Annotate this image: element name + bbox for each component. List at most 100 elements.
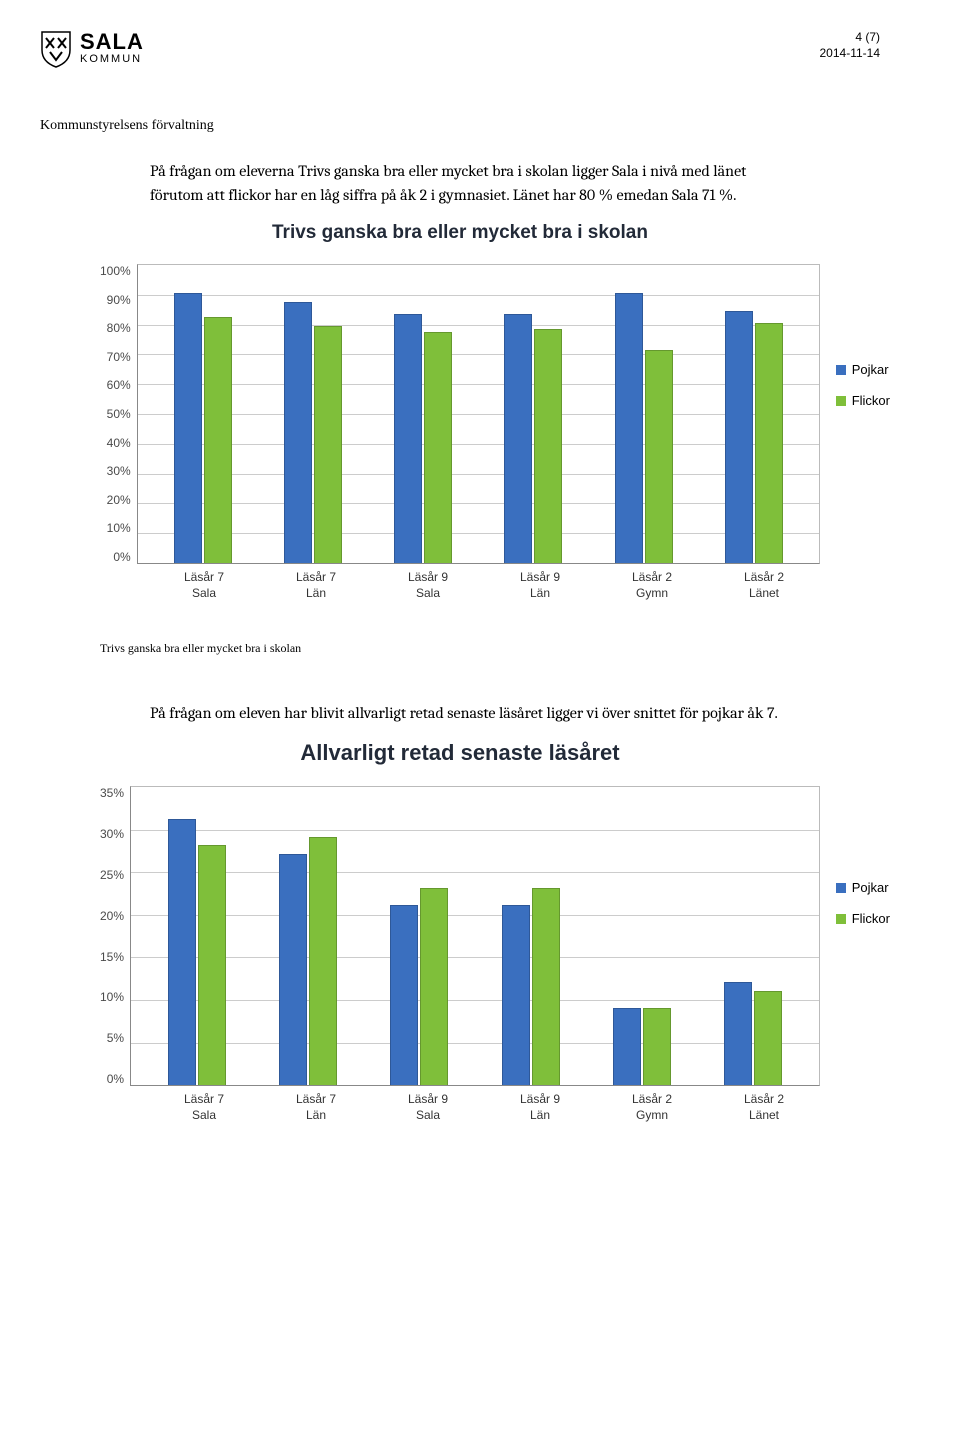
chart-1-caption: Trivs ganska bra eller mycket bra i skol… — [100, 641, 880, 656]
paragraph-2: På frågan om eleven har blivit allvarlig… — [150, 701, 790, 725]
org-name: SALA — [80, 31, 144, 53]
chart-1-x-labels: Läsår 7Sala Läsår 7Län Läsår 9Sala Läsår 9L… — [148, 570, 820, 601]
x-tick-label: Läsår 7Län — [276, 1092, 356, 1123]
bar-group — [279, 837, 337, 1086]
y-tick-label: 60% — [107, 378, 131, 392]
x-tick-label: Läsår 9Sala — [388, 1092, 468, 1123]
bar — [754, 991, 782, 1085]
x-tick-label: Läsår 2Gymn — [612, 570, 692, 601]
bar — [314, 326, 342, 563]
bar-group — [613, 1008, 671, 1085]
bar — [534, 329, 562, 563]
chart-1-legend: Pojkar Flickor — [836, 362, 890, 408]
bar — [168, 819, 196, 1085]
y-tick-label: 25% — [100, 868, 124, 882]
y-tick-label: 10% — [107, 521, 131, 535]
bar — [394, 314, 422, 563]
bar-group — [725, 311, 783, 563]
y-tick-label: 80% — [107, 321, 131, 335]
shield-icon — [40, 30, 72, 68]
y-tick-label: 50% — [107, 407, 131, 421]
chart-1-title: Trivs ganska bra eller mycket bra i skol… — [100, 222, 820, 244]
x-tick-label: Läsår 7Län — [276, 570, 356, 601]
org-logo-block: SALA KOMMUN — [40, 30, 144, 68]
y-tick-label: 100% — [100, 264, 131, 278]
bar — [420, 888, 448, 1085]
x-tick-label: Läsår 9Län — [500, 570, 580, 601]
legend-swatch — [836, 883, 846, 893]
y-tick-label: 10% — [100, 990, 124, 1004]
bar — [645, 350, 673, 563]
x-tick-label: Läsår 2Gymn — [612, 1092, 692, 1123]
page-meta: 4 (7) 2014-11-14 — [820, 30, 881, 61]
bar — [390, 905, 418, 1085]
chart-1-y-axis: 100% 90% 80% 70% 60% 50% 40% 30% 20% 10% 0% — [100, 264, 137, 564]
bar — [755, 323, 783, 563]
x-tick-label: Läsår 7Sala — [164, 570, 244, 601]
bar — [174, 293, 202, 563]
bar — [504, 314, 532, 563]
bar — [615, 293, 643, 563]
chart-2-plot — [130, 786, 820, 1086]
y-tick-label: 0% — [113, 550, 130, 564]
y-tick-label: 30% — [100, 827, 124, 841]
bar — [279, 854, 307, 1085]
chart-2: Allvarligt retad senaste läsåret 35% 30% 2… — [100, 740, 820, 1123]
chart-2-x-labels: Läsår 7Sala Läsår 7Län Läsår 9Sala Läsår 9L… — [148, 1092, 820, 1123]
bar — [284, 302, 312, 563]
chart-2-title: Allvarligt retad senaste läsåret — [100, 740, 820, 766]
bar-group — [390, 888, 448, 1085]
bar-group — [394, 314, 452, 563]
x-tick-label: Läsår 9Län — [500, 1092, 580, 1123]
y-tick-label: 40% — [107, 436, 131, 450]
legend-item: Flickor — [836, 911, 890, 926]
chart-1: Trivs ganska bra eller mycket bra i skol… — [100, 222, 820, 601]
bar-group — [502, 888, 560, 1085]
bar — [198, 845, 226, 1085]
paragraph-1: På frågan om eleverna Trivs ganska bra e… — [150, 159, 790, 207]
legend-label: Pojkar — [852, 362, 889, 377]
section-label: Kommunstyrelsens förvaltning — [40, 118, 880, 134]
bar — [725, 311, 753, 563]
bar — [424, 332, 452, 563]
chart-1-plot — [137, 264, 820, 564]
x-tick-label: Läsår 7Sala — [164, 1092, 244, 1123]
y-tick-label: 0% — [107, 1072, 124, 1086]
y-tick-label: 90% — [107, 293, 131, 307]
chart-2-legend: Pojkar Flickor — [836, 880, 890, 926]
bar — [502, 905, 530, 1085]
y-tick-label: 70% — [107, 350, 131, 364]
y-tick-label: 20% — [107, 493, 131, 507]
bar — [309, 837, 337, 1086]
y-tick-label: 30% — [107, 464, 131, 478]
bar-group — [168, 819, 226, 1085]
x-tick-label: Läsår 9Sala — [388, 570, 468, 601]
y-tick-label: 15% — [100, 950, 124, 964]
legend-item: Flickor — [836, 393, 890, 408]
bar — [204, 317, 232, 563]
chart-2-y-axis: 35% 30% 25% 20% 15% 10% 5% 0% — [100, 786, 130, 1086]
bar-group — [504, 314, 562, 563]
legend-swatch — [836, 914, 846, 924]
bar-group — [174, 293, 232, 563]
x-tick-label: Läsår 2Länet — [724, 570, 804, 601]
org-sub: KOMMUN — [80, 53, 144, 66]
page-date: 2014-11-14 — [820, 46, 881, 62]
bar — [613, 1008, 641, 1085]
bar-group — [724, 982, 782, 1085]
legend-swatch — [836, 396, 846, 406]
page-number: 4 (7) — [820, 30, 881, 46]
y-tick-label: 35% — [100, 786, 124, 800]
legend-item: Pojkar — [836, 880, 890, 895]
legend-label: Flickor — [852, 393, 890, 408]
bar-group — [284, 302, 342, 563]
bar — [724, 982, 752, 1085]
legend-swatch — [836, 365, 846, 375]
bar — [643, 1008, 671, 1085]
page-header: SALA KOMMUN 4 (7) 2014-11-14 — [40, 30, 880, 68]
legend-label: Pojkar — [852, 880, 889, 895]
y-tick-label: 5% — [107, 1031, 124, 1045]
y-tick-label: 20% — [100, 909, 124, 923]
org-text: SALA KOMMUN — [80, 31, 144, 66]
legend-item: Pojkar — [836, 362, 890, 377]
